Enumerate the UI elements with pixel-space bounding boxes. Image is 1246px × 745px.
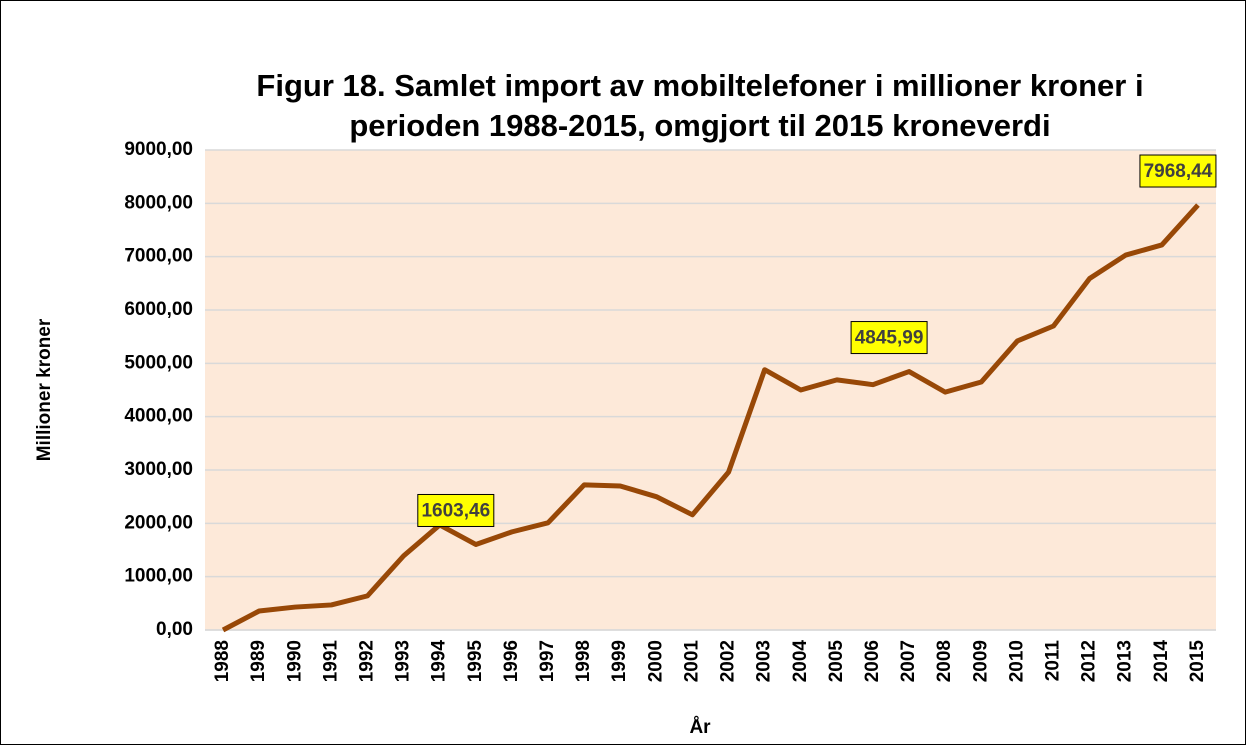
x-tick-label: 2015 xyxy=(1187,640,1208,683)
x-tick-label: 1994 xyxy=(429,640,450,683)
value-label-box xyxy=(850,321,928,355)
x-tick-label: 2005 xyxy=(826,640,847,683)
x-tick-label: 2000 xyxy=(645,640,666,682)
value-label-box xyxy=(417,493,495,527)
y-axis-title: Millioner kroner xyxy=(34,318,55,461)
chart-title: perioden 1988-2015, omgjort til 2015 kro… xyxy=(349,108,1050,143)
x-tick-label: 2006 xyxy=(862,640,883,682)
value-label: 1603,46 xyxy=(421,500,490,521)
y-tick-label: 3000,00 xyxy=(124,459,193,480)
y-tick-label: 1000,00 xyxy=(124,566,193,587)
x-tick-label: 2009 xyxy=(970,640,991,682)
value-label: 4845,99 xyxy=(855,328,924,349)
x-tick-label: 2011 xyxy=(1043,640,1064,682)
x-tick-label: 2007 xyxy=(898,640,919,682)
x-tick-label: 2012 xyxy=(1079,640,1100,682)
x-tick-label: 1996 xyxy=(501,640,522,682)
x-tick-label: 1990 xyxy=(284,640,305,682)
x-tick-label: 1991 xyxy=(320,640,341,683)
x-axis-title: År xyxy=(689,717,711,738)
x-tick-label: 2008 xyxy=(934,640,955,682)
x-tick-label: 1999 xyxy=(609,640,630,682)
y-tick-label: 2000,00 xyxy=(124,512,193,533)
x-tick-label: 1998 xyxy=(573,640,594,682)
y-tick-label: 8000,00 xyxy=(124,192,193,213)
value-label: 7968,44 xyxy=(1144,161,1213,182)
x-tick-label: 1988 xyxy=(212,640,233,682)
y-tick-label: 0,00 xyxy=(156,619,193,640)
x-tick-label: 2001 xyxy=(681,640,702,683)
y-tick-label: 7000,00 xyxy=(124,246,193,267)
x-tick-label: 1992 xyxy=(356,640,377,682)
y-tick-label: 5000,00 xyxy=(124,352,193,373)
x-tick-label: 2013 xyxy=(1115,640,1136,682)
x-tick-label: 1995 xyxy=(465,640,486,683)
value-label-box xyxy=(1139,154,1217,188)
x-tick-label: 2004 xyxy=(790,640,811,683)
chart-title: Figur 18. Samlet import av mobiltelefone… xyxy=(256,68,1143,103)
x-tick-label: 2003 xyxy=(754,640,775,682)
y-tick-label: 6000,00 xyxy=(124,299,193,320)
y-tick-label: 9000,00 xyxy=(124,139,193,160)
x-tick-label: 1989 xyxy=(248,640,269,682)
x-tick-label: 1993 xyxy=(393,640,414,682)
x-tick-label: 1997 xyxy=(537,640,558,682)
plot-area xyxy=(205,150,1216,630)
data-line xyxy=(221,203,1200,633)
x-tick-label: 2002 xyxy=(718,640,739,682)
x-tick-label: 2010 xyxy=(1006,640,1027,682)
y-tick-label: 4000,00 xyxy=(124,406,193,427)
x-tick-label: 2014 xyxy=(1151,640,1172,683)
